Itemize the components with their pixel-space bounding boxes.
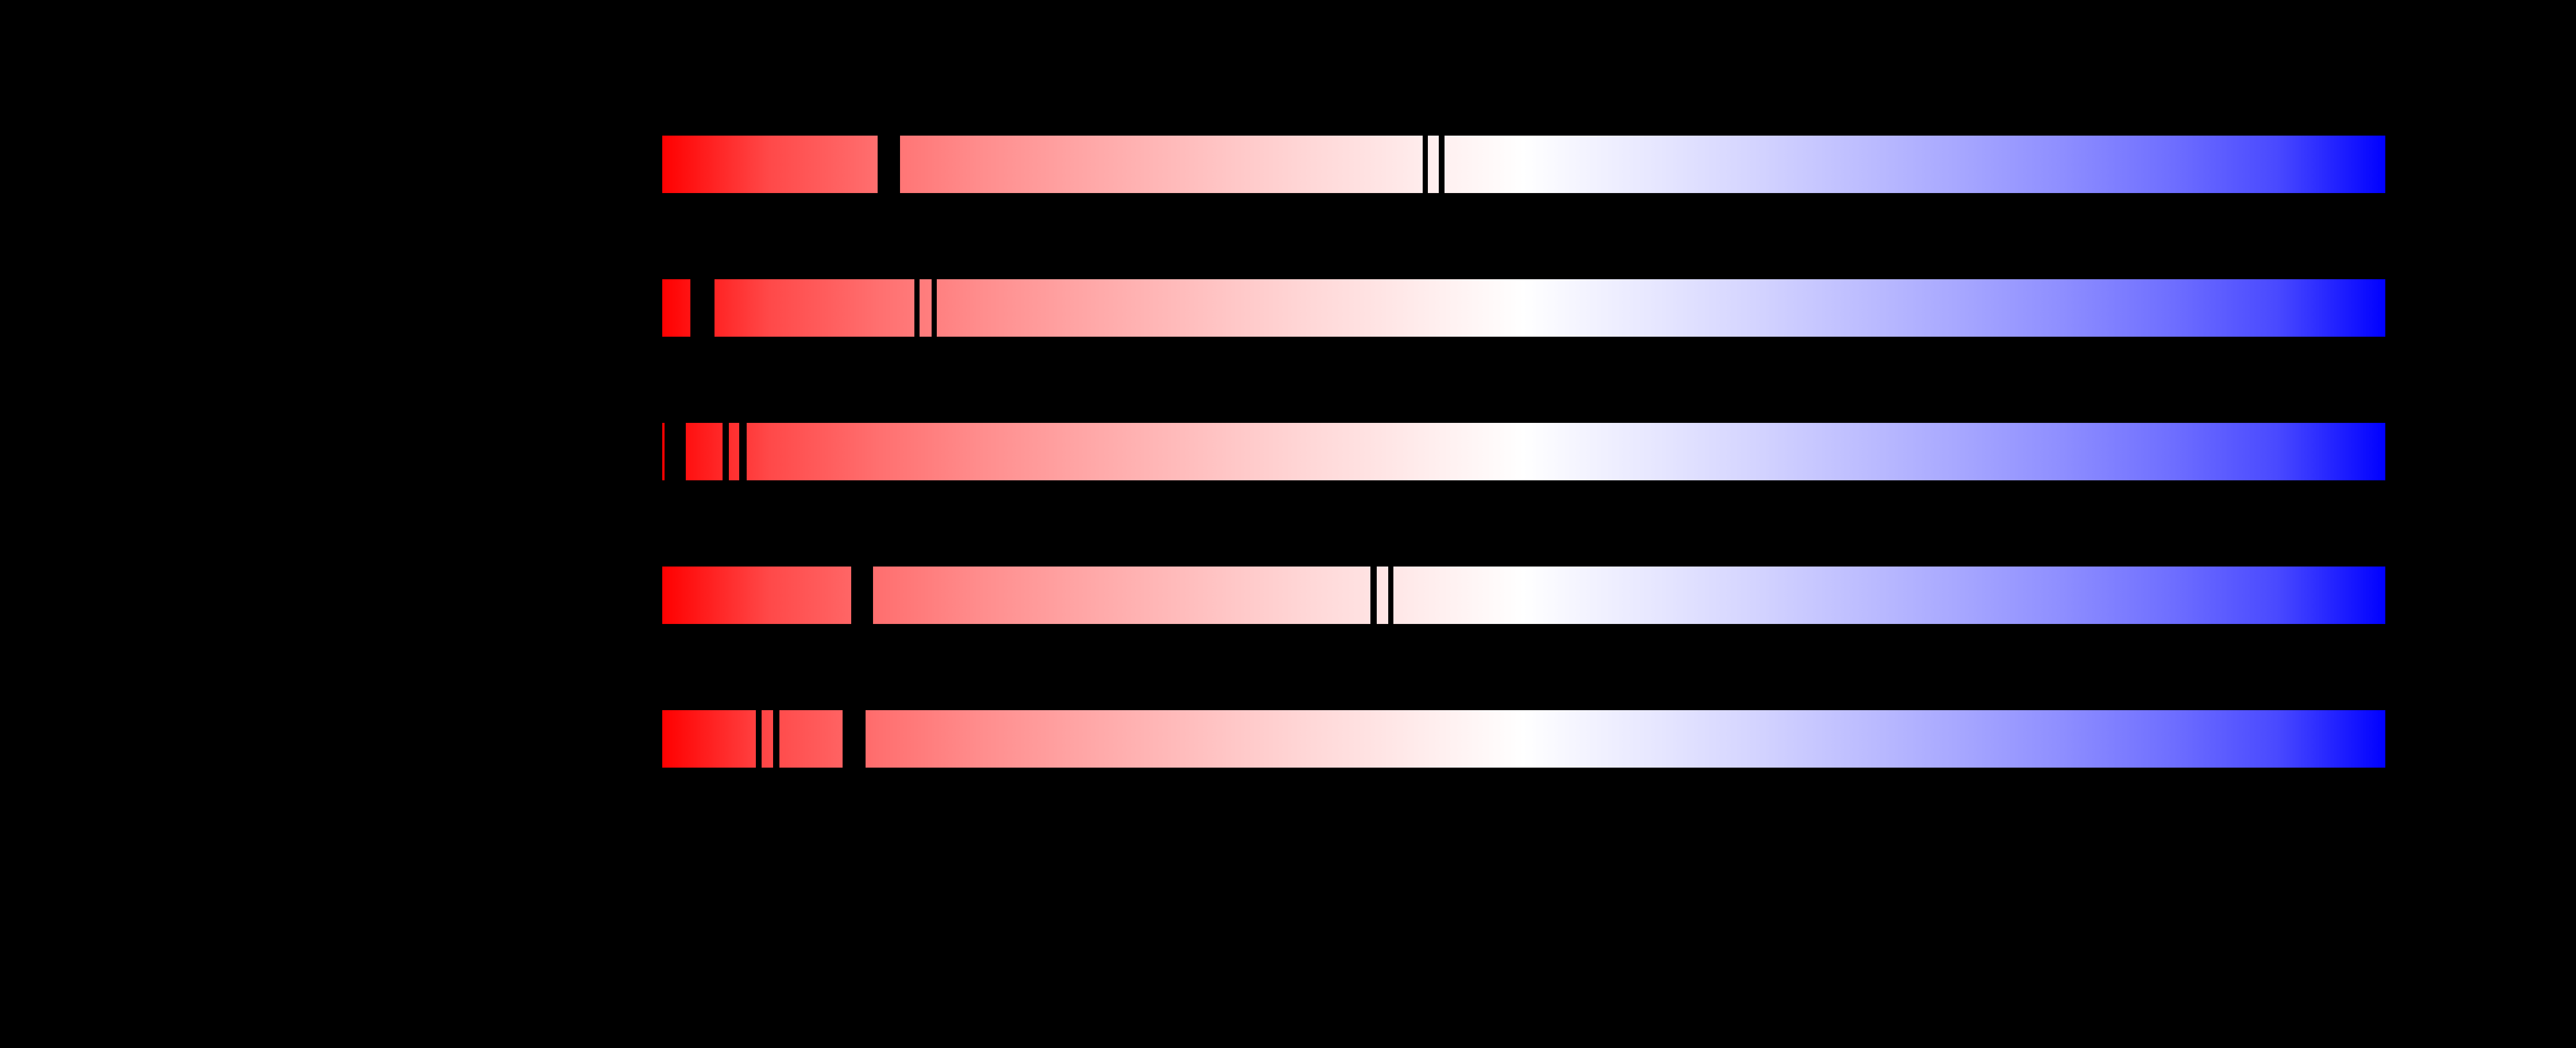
marker-tick-row3-1 [665, 423, 686, 480]
marker-tick-row1-3 [1439, 136, 1445, 193]
marker-tick-row4-3 [1388, 567, 1393, 624]
marker-tick-row4-1 [851, 567, 873, 624]
marker-tick-row3-3 [739, 423, 747, 480]
marker-tick-row5-1 [756, 710, 762, 768]
marker-tick-row3-2 [723, 423, 729, 480]
marker-tick-row2-1 [690, 279, 715, 337]
marker-tick-row4-2 [1370, 567, 1377, 624]
marker-tick-row5-2 [773, 710, 779, 768]
gradient-bar-4 [662, 567, 2385, 624]
marker-tick-row2-3 [932, 279, 937, 337]
gradient-bar-5 [662, 710, 2385, 768]
gradient-bar-3 [662, 423, 2385, 480]
gradient-bar-2 [662, 279, 2385, 337]
marker-tick-row1-1 [878, 136, 900, 193]
marker-tick-row2-2 [914, 279, 920, 337]
gradient-bar-1 [662, 136, 2385, 193]
marker-tick-row1-2 [1423, 136, 1428, 193]
marker-tick-row5-3 [843, 710, 866, 768]
